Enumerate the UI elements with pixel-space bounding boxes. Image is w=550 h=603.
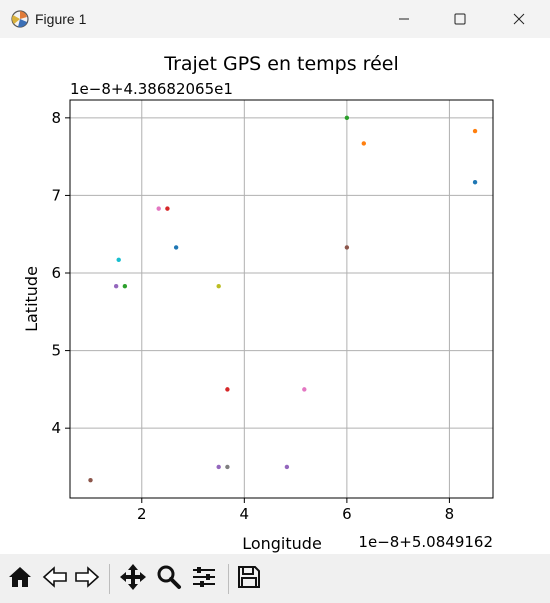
back-button[interactable] — [40, 564, 70, 594]
configure-subplots-icon — [191, 564, 217, 594]
x-tick-label: 6 — [342, 505, 352, 523]
maximize-button[interactable] — [431, 0, 489, 38]
zoom-icon — [156, 564, 182, 594]
minimize-button[interactable] — [375, 0, 433, 38]
data-point — [225, 387, 230, 392]
chart-title: Trajet GPS en temps réel — [163, 53, 398, 75]
x-axis-label: Longitude — [242, 534, 322, 553]
y-tick-label: 6 — [51, 264, 61, 282]
save-button[interactable] — [234, 564, 264, 594]
axis-ticks: 2 4 6 8 4 5 6 7 8 — [51, 109, 454, 523]
home-icon — [7, 564, 33, 594]
data-point — [156, 206, 161, 211]
data-point — [165, 206, 170, 211]
data-point — [173, 245, 179, 250]
toolbar-separator — [228, 564, 229, 594]
forward-icon — [74, 564, 100, 594]
x-tick-label: 2 — [137, 505, 147, 523]
data-point — [216, 283, 221, 289]
app-icon — [10, 9, 30, 29]
configure-subplots-button[interactable] — [189, 564, 219, 594]
maximize-icon — [454, 10, 466, 29]
axes-frame — [69, 99, 494, 499]
y-tick-label: 7 — [51, 186, 61, 204]
zoom-button[interactable] — [154, 564, 184, 594]
window-titlebar[interactable]: Figure 1 — [0, 0, 550, 38]
data-point — [113, 283, 119, 289]
pan-button[interactable] — [118, 564, 148, 594]
minimize-icon — [398, 10, 410, 29]
navigation-toolbar — [0, 554, 550, 603]
forward-button[interactable] — [72, 564, 102, 594]
y-axis-label: Latitude — [22, 266, 41, 332]
data-points — [88, 115, 478, 483]
close-button[interactable] — [490, 0, 548, 38]
y-tick-label: 4 — [51, 419, 61, 437]
y-tick-label: 8 — [51, 109, 61, 127]
data-point — [116, 257, 121, 263]
figure-canvas[interactable]: 2 4 6 8 4 5 6 7 8 Trajet GPS en temps réel 1e−8+… — [0, 38, 550, 554]
toolbar-separator — [109, 564, 110, 594]
home-button[interactable] — [5, 564, 35, 594]
data-point — [361, 141, 366, 146]
data-point — [344, 245, 350, 250]
data-point — [302, 387, 307, 392]
data-point — [216, 464, 221, 470]
data-point — [472, 128, 478, 134]
data-point — [122, 283, 128, 289]
y-offset-label: 1e−8+4.38682065e1 — [70, 80, 233, 98]
y-tick-label: 5 — [51, 342, 61, 360]
x-tick-label: 8 — [445, 505, 455, 523]
data-point — [472, 180, 478, 185]
pan-icon — [119, 563, 147, 595]
data-point — [344, 115, 350, 121]
scatter-plot: 2 4 6 8 4 5 6 7 8 Trajet GPS en temps réel 1e−8+… — [22, 53, 494, 553]
save-icon — [236, 564, 262, 594]
back-icon — [42, 564, 68, 594]
data-point — [88, 477, 93, 483]
data-point — [225, 464, 230, 470]
x-tick-label: 4 — [240, 505, 250, 523]
x-offset-label: 1e−8+5.0849162 — [358, 533, 493, 551]
close-icon — [513, 10, 525, 29]
data-point — [284, 464, 290, 470]
grid-lines — [70, 100, 493, 498]
window-title: Figure 1 — [35, 11, 87, 27]
